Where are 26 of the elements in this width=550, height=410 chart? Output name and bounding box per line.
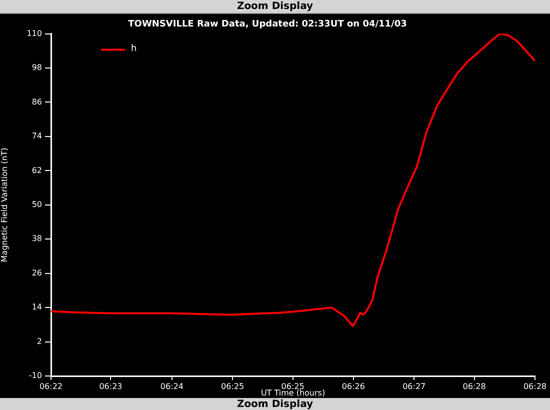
x-tick-label: 06:23 — [99, 382, 122, 391]
y-tick-label: -10 — [28, 371, 42, 380]
x-tick-label: 06:26 — [342, 382, 365, 391]
y-tick-label: 74 — [32, 132, 42, 141]
legend-label: h — [131, 44, 137, 54]
y-tick-label: 2 — [36, 336, 42, 346]
chart-title: TOWNSVILLE Raw Data, Updated: 02:33UT on 04/11/03 — [128, 20, 407, 30]
text: Zoom Display — [0, 398, 550, 410]
x-tick-label: 06:27 — [402, 382, 426, 391]
x-tick-label: 06:24 — [160, 382, 184, 391]
x-tick-label: 06:25 — [281, 382, 304, 391]
y-tick-label: 86 — [32, 97, 42, 106]
y-tick-label: 14 — [32, 302, 42, 312]
y-tick-label: 98 — [32, 63, 42, 72]
text: Zoom Display — [0, 0, 550, 14]
y-tick-label: 110 — [26, 28, 42, 38]
x-tick-label: 06:28 — [462, 382, 486, 391]
x-tick-label: 06:22 — [39, 382, 63, 391]
y-tick-label: 26 — [32, 268, 42, 278]
y-tick-label: 50 — [32, 200, 42, 209]
y-axis-title: Magnetic Field Variation (nT) — [0, 148, 9, 262]
x-tick-label: 06:25 — [221, 382, 244, 391]
x-axis-title: UT Time (hours) — [260, 388, 326, 398]
y-tick-label: 62 — [32, 166, 42, 175]
x-tick-label: 06:28 — [523, 382, 547, 391]
y-tick-label: 38 — [32, 234, 42, 244]
